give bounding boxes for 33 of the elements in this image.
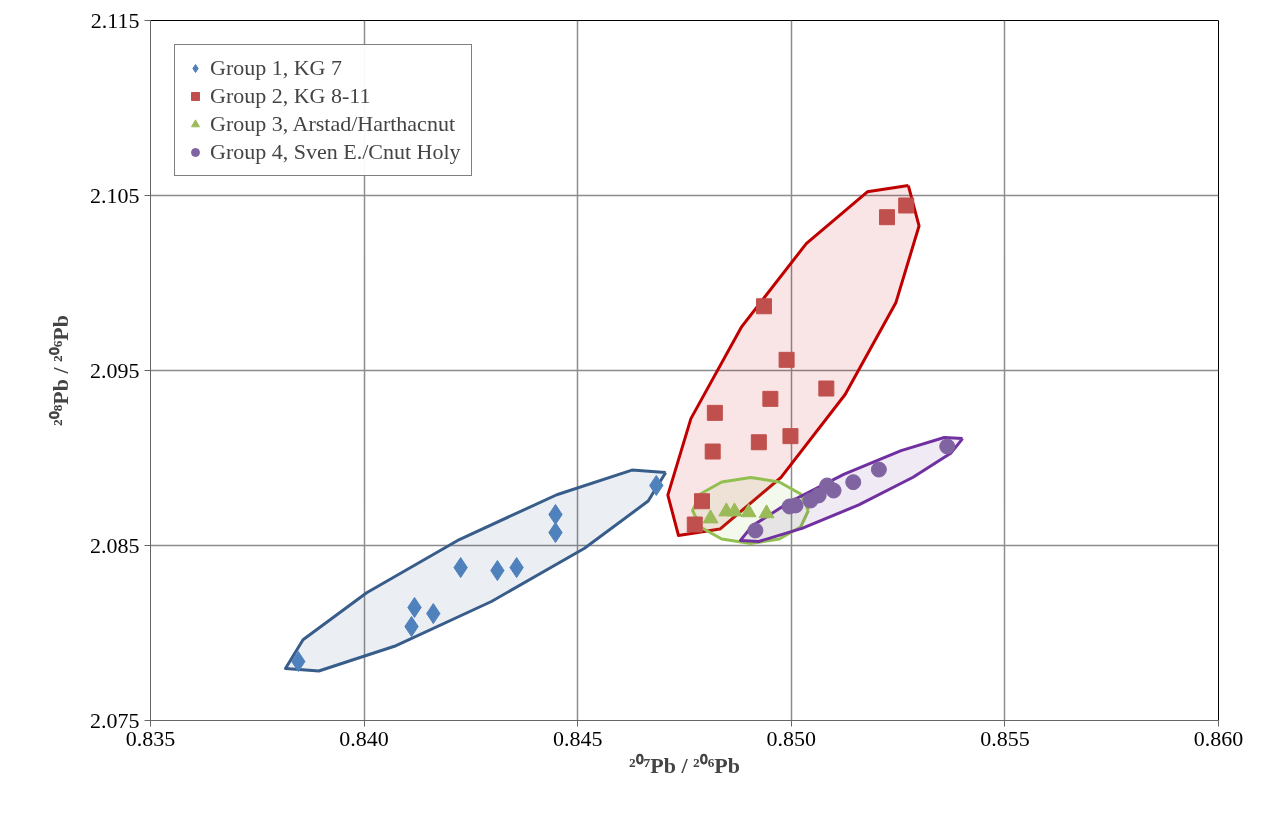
y-tick-label: 2.095 [90, 357, 140, 383]
point [845, 474, 862, 491]
point [686, 516, 703, 533]
legend-label: Group 1, KG 7 [210, 55, 342, 81]
point [704, 443, 721, 460]
point [750, 434, 767, 451]
point [778, 351, 795, 368]
y-tick-label: 2.105 [90, 182, 140, 208]
x-tick-label: 0.855 [980, 725, 1030, 751]
legend-label: Group 3, Arstad/Harthacnut [210, 111, 455, 137]
x-tick-label: 0.850 [766, 725, 817, 751]
point [706, 404, 723, 421]
point [782, 428, 799, 445]
x-axis-title: ²⁰⁷Pb / ²⁰⁶Pb [629, 752, 740, 778]
point [870, 461, 887, 478]
point [747, 522, 764, 539]
point [939, 438, 956, 455]
y-tick-label: 2.115 [90, 7, 140, 33]
point [802, 492, 819, 509]
point [878, 209, 895, 226]
point [694, 493, 711, 510]
legend-label: Group 4, Sven E./Cnut Holy [210, 139, 461, 165]
y-axis-title: ²⁰⁸Pb / ²⁰⁶Pb [48, 315, 73, 426]
point [898, 197, 915, 214]
point [762, 390, 779, 407]
legend-label: Group 2, KG 8-11 [210, 83, 371, 109]
x-tick-label: 0.860 [1193, 725, 1244, 751]
point [818, 380, 835, 397]
point [755, 298, 772, 315]
x-tick-label: 0.840 [339, 725, 389, 751]
x-tick-label: 0.845 [552, 725, 603, 751]
y-tick-label: 2.085 [90, 532, 140, 558]
point [819, 477, 836, 494]
